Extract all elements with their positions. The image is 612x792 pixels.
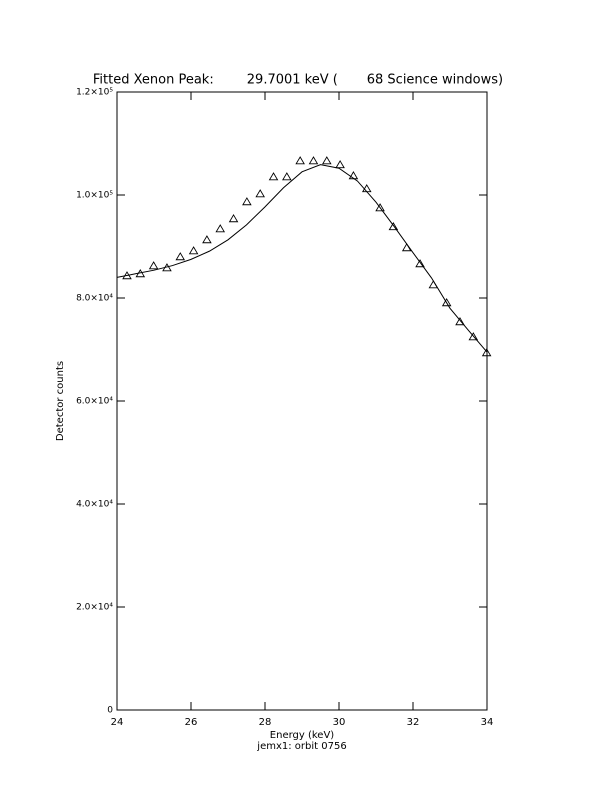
data-point bbox=[148, 261, 159, 270]
data-point bbox=[188, 246, 199, 255]
x-tick-label: 30 bbox=[333, 717, 346, 728]
data-point bbox=[242, 197, 252, 206]
data-point bbox=[282, 172, 292, 181]
chart-title: Fitted Xenon Peak: 29.7001 keV ( 68 Scie… bbox=[93, 73, 503, 88]
y-tick-label: 6.0×10⁴ bbox=[76, 397, 113, 407]
data-point bbox=[375, 203, 385, 212]
fit-line bbox=[116, 164, 488, 353]
data-point bbox=[335, 160, 345, 169]
data-point bbox=[268, 172, 279, 181]
x-tick-label: 24 bbox=[111, 717, 124, 728]
data-point bbox=[468, 332, 479, 341]
y-tick-label: 1.2×10⁵ bbox=[76, 88, 113, 98]
data-point bbox=[215, 224, 226, 233]
y-tick-label: 1.0×10⁵ bbox=[76, 191, 113, 201]
y-tick-label: 8.0×10⁴ bbox=[76, 294, 113, 304]
x-tick-label: 28 bbox=[259, 717, 272, 728]
data-point bbox=[441, 298, 452, 307]
data-point bbox=[455, 317, 465, 326]
data-point bbox=[202, 235, 212, 244]
data-point bbox=[481, 348, 492, 357]
x-tick-label: 26 bbox=[185, 717, 198, 728]
x-axis-label: Energy (keV) bbox=[270, 730, 335, 741]
data-point bbox=[415, 259, 425, 268]
data-point bbox=[175, 252, 186, 261]
y-axis-label: Detector counts bbox=[55, 361, 66, 441]
subtitle: jemx1: orbit 0756 bbox=[256, 741, 346, 752]
data-point bbox=[388, 222, 399, 231]
y-tick-label: 4.0×10⁴ bbox=[76, 500, 113, 510]
data-point bbox=[322, 156, 332, 165]
x-tick-label: 32 bbox=[407, 717, 420, 728]
data-point bbox=[295, 156, 305, 165]
x-tick-label: 34 bbox=[481, 717, 494, 728]
data-point bbox=[228, 214, 239, 223]
y-tick-label: 0 bbox=[107, 706, 113, 716]
y-tick-label: 2.0×10⁴ bbox=[76, 603, 113, 613]
data-point bbox=[255, 189, 265, 198]
data-point bbox=[308, 156, 319, 165]
